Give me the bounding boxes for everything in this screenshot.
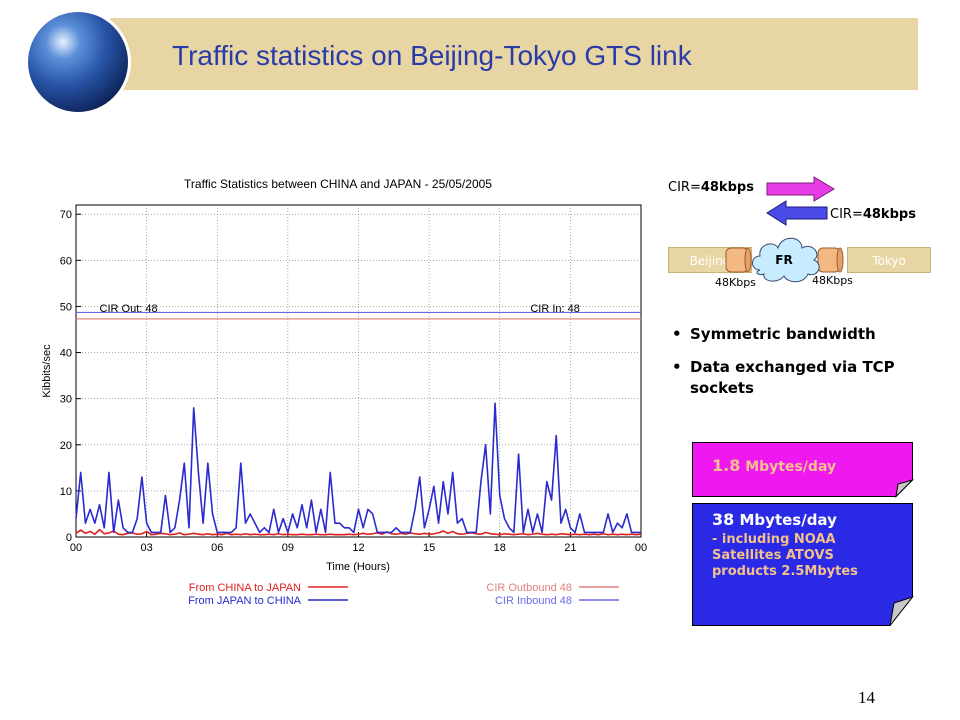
inbound-note-line: products 2.5Mbytes	[712, 564, 858, 579]
bullet-item: Data exchanged via TCP sockets	[672, 357, 942, 399]
bullet-list: Symmetric bandwidth Data exchanged via T…	[672, 324, 942, 411]
x-tick-label: 00	[635, 542, 647, 554]
inbound-volume-text: 38 Mbytes/day - including NOAA Satellite…	[712, 512, 858, 580]
y-tick-label: 70	[60, 209, 72, 221]
y-axis-label: Kibbits/sec	[41, 344, 53, 398]
chart-annotations: CIR Out: 48 CIR In: 48	[100, 303, 580, 315]
chart-series	[75, 311, 642, 536]
x-tick-label: 06	[211, 542, 223, 554]
cir-outbound-prefix: CIR=	[668, 180, 701, 195]
right-link-speed: 48Kbps	[812, 274, 853, 287]
inbound-note-line: Satellites ATOVS	[712, 548, 834, 563]
legend-label: CIR Inbound 48	[495, 595, 572, 607]
link-cylinder-left-icon	[725, 247, 752, 273]
x-tick-label: 12	[352, 542, 364, 554]
inbound-volume-unit: Mbytes/day	[739, 511, 837, 529]
inbound-arrow-icon	[766, 200, 828, 226]
x-tick-label: 03	[141, 542, 153, 554]
y-tick-label: 30	[60, 394, 72, 406]
x-tick-label: 09	[282, 542, 294, 554]
cloud-label: FR	[775, 253, 792, 267]
series-line	[75, 402, 641, 534]
outbound-volume-value: 1.8	[712, 456, 741, 475]
x-tick-label: 00	[70, 542, 82, 554]
cir-inbound-label: CIR=48kbps	[830, 207, 916, 222]
outbound-volume-note	[692, 442, 914, 498]
link-cylinder-right-icon	[817, 247, 844, 273]
inbound-note-line: - including NOAA	[712, 532, 836, 547]
outbound-volume-text: 1.8 Mbytes/day	[712, 456, 836, 475]
cir-outbound-label: CIR=48kbps	[668, 180, 754, 195]
bullet-item: Symmetric bandwidth	[672, 324, 942, 345]
y-tick-label: 60	[60, 255, 72, 267]
legend-label: CIR Outbound 48	[486, 582, 572, 594]
cir-outbound-value: 48kbps	[700, 180, 754, 195]
chart-annotation: CIR In: 48	[530, 303, 580, 315]
cir-inbound-value: 48kbps	[862, 207, 916, 222]
left-link-speed: 48Kbps	[715, 276, 756, 289]
chart-title: Traffic Statistics between CHINA and JAP…	[184, 177, 492, 191]
traffic-chart: Traffic Statistics between CHINA and JAP…	[41, 177, 647, 607]
chart-ticks: 0 10 20 30 40 50 60 70 00 03 06 09 12 15 18 21 00	[60, 209, 647, 554]
chart-annotation: CIR Out: 48	[100, 303, 158, 315]
y-tick-label: 50	[60, 301, 72, 313]
page-number: 14	[858, 688, 875, 707]
legend-label: From CHINA to JAPAN	[189, 582, 301, 594]
outbound-volume-unit: Mbytes/day	[745, 459, 837, 475]
x-tick-label: 15	[423, 542, 435, 554]
x-tick-label: 18	[494, 542, 506, 554]
x-axis-label: Time (Hours)	[326, 561, 390, 573]
inbound-volume-value: 38	[712, 510, 735, 529]
y-tick-label: 0	[66, 532, 72, 544]
inbound-volume-note	[692, 503, 914, 626]
y-tick-label: 20	[60, 440, 72, 452]
title-banner	[110, 18, 918, 90]
tokyo-node: Tokyo	[847, 247, 931, 273]
outbound-arrow-icon	[766, 176, 835, 202]
frame-relay-network: FR	[725, 237, 844, 283]
globe-icon	[28, 12, 128, 112]
slide-title: Traffic statistics on Beijing-Tokyo GTS …	[172, 40, 692, 71]
y-tick-label: 40	[60, 348, 72, 360]
legend-label: From JAPAN to CHINA	[188, 595, 302, 607]
x-tick-label: 21	[564, 542, 576, 554]
chart-grid	[76, 205, 641, 537]
y-tick-label: 10	[60, 486, 72, 498]
cir-inbound-prefix: CIR=	[830, 207, 863, 222]
cloud-icon	[752, 237, 820, 283]
series-line	[75, 528, 642, 536]
